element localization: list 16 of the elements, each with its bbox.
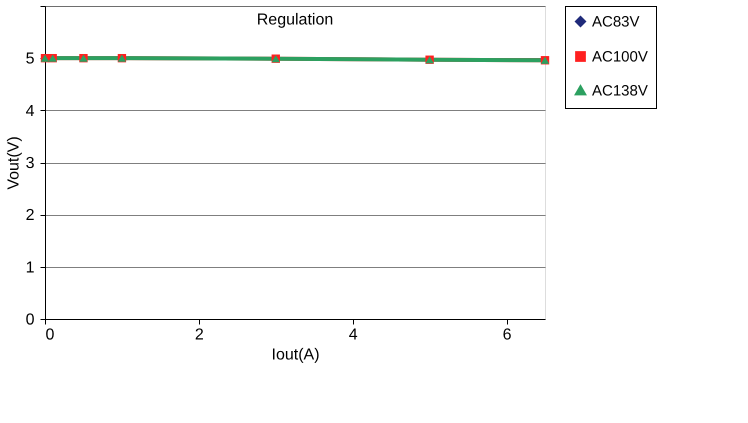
y-tick-label: 4 (26, 102, 35, 120)
chart-title: Regulation (256, 12, 334, 28)
legend-label: AC100V (592, 48, 648, 66)
y-tick-label: 5 (26, 50, 35, 68)
y-tick-label: 0 (26, 312, 35, 328)
y-tick-label: 3 (26, 155, 35, 172)
x-tick-label: 4 (348, 326, 358, 344)
x-tick-label: 0 (46, 326, 54, 344)
y-axis-title: Vout(V) (6, 136, 23, 190)
legend-label: AC138V (592, 82, 648, 100)
x-axis-title: Iout(A) (271, 346, 320, 364)
x-tick-label: 2 (194, 326, 204, 344)
y-tick-label: 2 (26, 207, 35, 224)
x-tick-label: 6 (502, 326, 512, 344)
y-tick-label: 1 (26, 259, 35, 276)
legend-label: AC83V (592, 14, 640, 30)
